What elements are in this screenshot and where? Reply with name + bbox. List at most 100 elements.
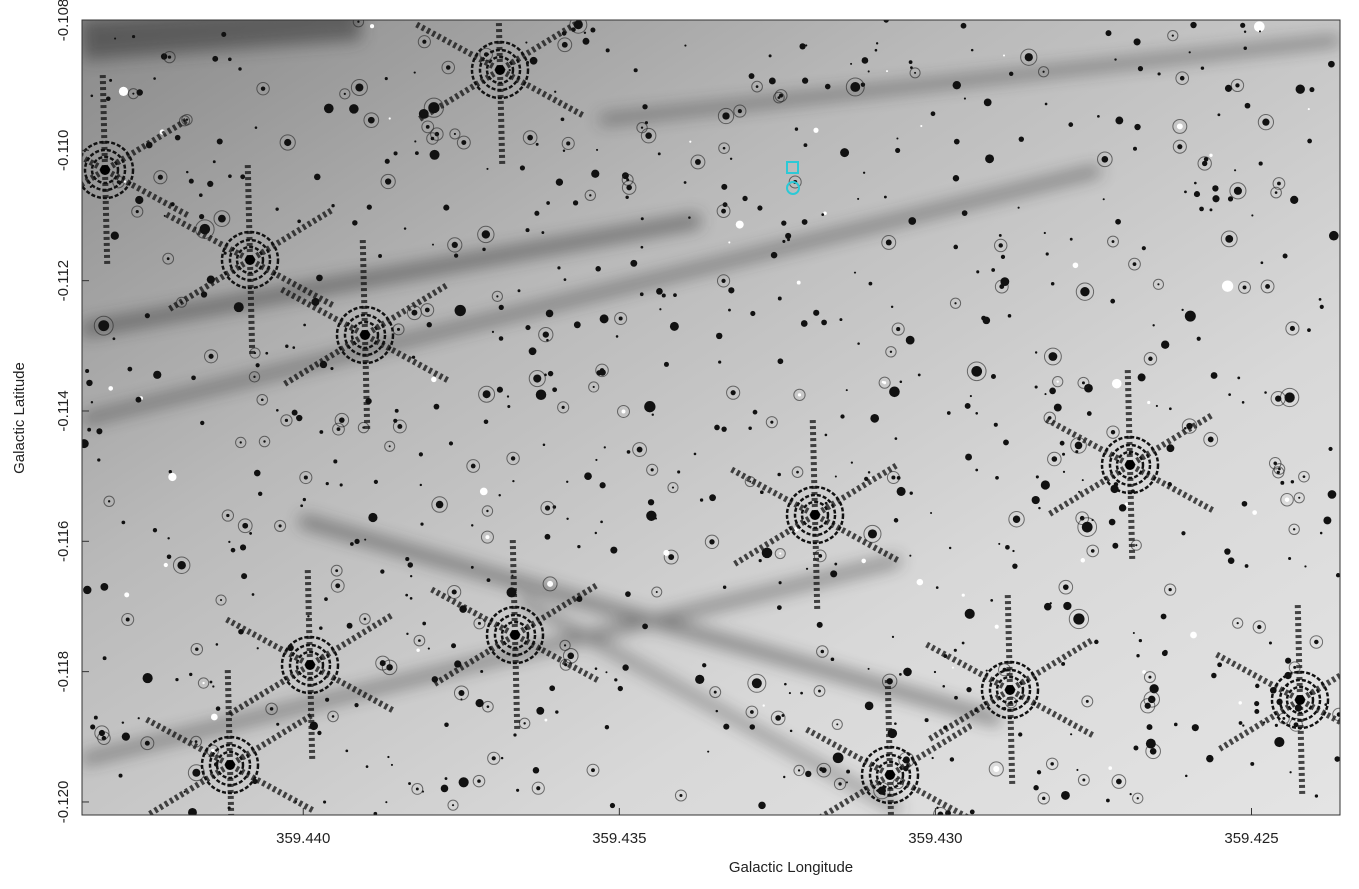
star xyxy=(1275,191,1278,194)
star xyxy=(324,597,328,601)
star xyxy=(564,278,567,281)
star xyxy=(380,569,384,573)
star xyxy=(891,476,895,480)
star xyxy=(1273,462,1277,466)
star xyxy=(545,505,550,510)
star xyxy=(561,117,565,121)
star xyxy=(600,482,606,488)
star xyxy=(846,781,848,783)
star xyxy=(357,21,359,23)
star xyxy=(1103,198,1105,200)
star xyxy=(1106,30,1112,36)
star xyxy=(1208,437,1214,443)
star xyxy=(317,731,321,735)
star xyxy=(394,151,398,155)
star xyxy=(195,647,198,650)
star xyxy=(962,642,965,645)
star xyxy=(1025,53,1033,61)
star xyxy=(799,43,805,49)
star xyxy=(1046,252,1049,255)
star xyxy=(964,97,966,99)
star xyxy=(800,692,803,695)
star xyxy=(443,205,449,211)
star xyxy=(478,622,481,625)
star xyxy=(1250,762,1254,766)
star xyxy=(186,171,188,173)
star xyxy=(556,179,563,186)
star xyxy=(145,741,150,746)
star xyxy=(622,172,629,179)
star xyxy=(1251,214,1253,216)
star xyxy=(1081,558,1086,563)
star xyxy=(1110,299,1115,304)
star xyxy=(567,653,574,660)
star xyxy=(716,710,718,712)
star xyxy=(813,310,819,316)
star xyxy=(1334,756,1340,762)
star xyxy=(366,765,369,768)
star xyxy=(831,657,835,661)
star xyxy=(925,718,929,722)
star xyxy=(1134,38,1141,45)
star xyxy=(300,504,303,507)
bright-star xyxy=(510,630,520,640)
star xyxy=(1082,522,1093,533)
star xyxy=(199,193,203,197)
bright-star xyxy=(810,510,820,520)
star xyxy=(714,425,720,431)
star xyxy=(716,333,722,339)
star xyxy=(138,717,140,719)
bright-star xyxy=(495,65,505,75)
star xyxy=(1082,779,1085,782)
star xyxy=(1050,762,1053,765)
star xyxy=(434,404,440,410)
star xyxy=(595,667,598,670)
x-tick-label: 359.440 xyxy=(276,830,330,847)
star xyxy=(909,60,913,64)
star xyxy=(731,390,736,395)
star xyxy=(790,730,793,733)
star xyxy=(673,293,677,297)
star xyxy=(606,48,610,52)
star xyxy=(455,305,466,316)
star xyxy=(441,785,449,793)
star xyxy=(526,228,530,232)
star xyxy=(894,722,897,725)
star xyxy=(126,618,130,622)
star xyxy=(1142,246,1146,250)
star xyxy=(1189,51,1191,53)
star xyxy=(217,139,223,145)
star xyxy=(895,437,898,440)
star xyxy=(530,57,538,65)
star xyxy=(1328,490,1337,499)
star xyxy=(416,648,419,651)
star xyxy=(257,647,259,649)
star xyxy=(1005,545,1010,550)
page: Galactic Longitude Galactic Latitude 359… xyxy=(0,0,1359,889)
star xyxy=(319,430,323,434)
star xyxy=(1148,357,1152,361)
star xyxy=(108,386,113,391)
star xyxy=(452,804,454,806)
bright-star xyxy=(360,330,370,340)
star xyxy=(127,367,132,372)
star xyxy=(349,104,359,114)
star xyxy=(552,387,557,392)
star xyxy=(563,150,565,152)
star xyxy=(702,663,706,667)
star xyxy=(656,591,658,593)
star xyxy=(718,361,721,364)
star xyxy=(410,597,413,600)
star xyxy=(1184,427,1187,430)
star xyxy=(1052,456,1058,462)
star xyxy=(153,528,157,532)
star xyxy=(994,423,998,427)
star xyxy=(802,219,808,225)
star xyxy=(1116,779,1122,785)
star xyxy=(404,227,406,229)
star xyxy=(566,141,570,145)
star xyxy=(1265,284,1270,289)
star xyxy=(352,220,357,225)
star xyxy=(616,335,619,338)
star xyxy=(228,174,232,178)
